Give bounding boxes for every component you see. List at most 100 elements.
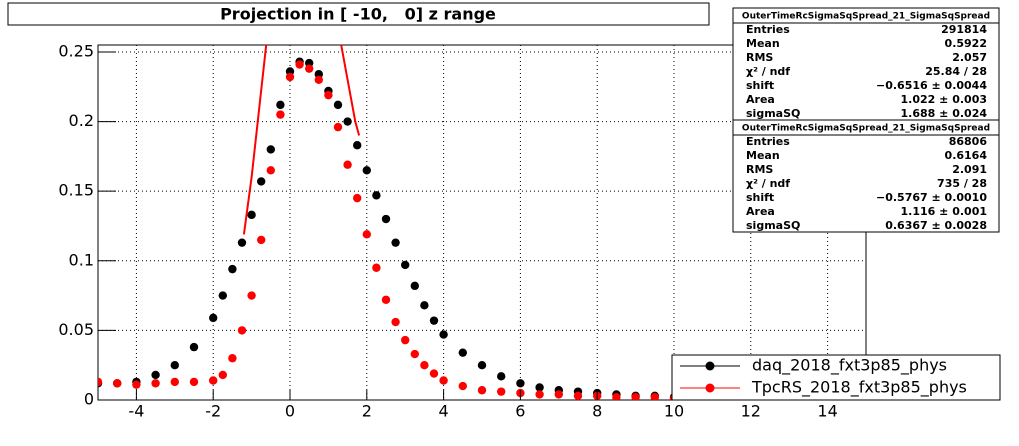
- data-point: [189, 377, 199, 387]
- legend-label: TpcRS_2018_fxt3p85_phys: [751, 378, 967, 398]
- y-tick-label: 0.2: [69, 111, 94, 130]
- data-point: [353, 193, 362, 203]
- y-tick-label: 0.15: [58, 181, 94, 200]
- data-point: [516, 379, 525, 388]
- data-point: [535, 383, 544, 392]
- data-point: [353, 141, 362, 150]
- x-tick-label: -4: [128, 402, 144, 421]
- data-point: [247, 210, 256, 220]
- stat-label: Area: [746, 93, 775, 106]
- stat-value: 291814: [941, 23, 987, 36]
- stat-label: Area: [746, 205, 775, 218]
- data-point: [439, 376, 448, 385]
- stat-title: OuterTimeRcSigmaSqSpread_21_SigmaSqSprea…: [742, 12, 990, 22]
- data-point: [343, 117, 352, 126]
- data-point: [381, 214, 391, 224]
- stat-label: sigmaSQ: [746, 107, 800, 120]
- data-point: [497, 372, 506, 381]
- x-tick-label: -2: [205, 402, 221, 421]
- stat-box: [732, 119, 1000, 233]
- data-point: [391, 238, 400, 247]
- x-tick-label: 10: [664, 402, 684, 421]
- data-point: [266, 145, 275, 154]
- stat-title: OuterTimeRcSigmaSqSpread_21_SigmaSqSprea…: [742, 124, 990, 134]
- stat-label: χ² / ndf: [746, 177, 790, 190]
- data-point: [285, 72, 295, 82]
- x-tick-label: 0: [285, 402, 295, 421]
- stat-value: 2.091: [952, 163, 987, 176]
- data-point: [237, 326, 247, 335]
- stat-label: RMS: [746, 163, 773, 176]
- data-point: [98, 377, 103, 387]
- data-point: [362, 230, 371, 239]
- data-point: [151, 379, 160, 388]
- stat-label: shift: [746, 191, 774, 204]
- data-point: [314, 75, 323, 85]
- data-point: [420, 360, 429, 370]
- stat-label: Entries: [746, 23, 790, 36]
- x-tick-label: 2: [362, 402, 372, 421]
- data-point: [458, 348, 467, 357]
- data-point: [650, 393, 659, 400]
- stat-value: 1.022 ± 0.003: [901, 93, 987, 106]
- x-tick-label: 14: [817, 402, 837, 421]
- data-point: [554, 390, 563, 399]
- data-point: [228, 264, 237, 274]
- data-point: [420, 301, 429, 310]
- data-point: [429, 316, 439, 325]
- data-point: [257, 177, 266, 186]
- data-point: [276, 100, 285, 110]
- y-tick-label: 0.1: [69, 250, 94, 269]
- y-tick-label: 0.05: [58, 320, 94, 339]
- data-point: [257, 235, 266, 245]
- data-point: [266, 166, 275, 175]
- data-point: [535, 390, 544, 399]
- data-point: [372, 191, 381, 200]
- y-tick-label: 0.25: [58, 41, 94, 60]
- data-point: [477, 360, 487, 370]
- stat-label: Mean: [746, 37, 780, 50]
- data-point: [237, 238, 247, 247]
- data-point: [343, 160, 352, 169]
- stat-value: 1.116 ± 0.001: [901, 205, 987, 218]
- stat-value: −0.5767 ± 0.0010: [876, 191, 987, 204]
- fit-curve: [242, 45, 361, 235]
- x-tick-label: 12: [741, 402, 761, 421]
- stat-label: shift: [746, 79, 774, 92]
- data-point: [209, 313, 218, 323]
- data-point: [631, 393, 640, 400]
- stat-value: 2.057: [952, 51, 987, 64]
- stat-label: Mean: [746, 149, 780, 162]
- legend-label: daq_2018_fxt3p85_phys: [752, 356, 947, 376]
- data-point: [276, 110, 285, 119]
- data-point: [410, 281, 419, 291]
- stat-label: sigmaSQ: [746, 219, 800, 232]
- stat-value: 25.84 / 28: [925, 65, 987, 78]
- stat-label: RMS: [746, 51, 773, 64]
- data-point: [429, 369, 439, 378]
- data-point: [410, 349, 419, 359]
- stat-value: −0.6516 ± 0.0044: [876, 79, 987, 92]
- data-point: [170, 377, 179, 387]
- stat-value: 0.6164: [945, 149, 988, 162]
- data-point: [333, 122, 343, 132]
- stat-value: 0.5922: [945, 37, 987, 50]
- legend-box: [671, 354, 1001, 401]
- data-point: [113, 379, 122, 388]
- data-point: [573, 391, 583, 400]
- data-point: [209, 376, 218, 385]
- data-point: [391, 317, 400, 327]
- data-point: [305, 64, 314, 73]
- data-point: [333, 100, 343, 110]
- data-point: [324, 90, 333, 100]
- x-tick-label: 8: [592, 402, 602, 421]
- stat-label: χ² / ndf: [746, 65, 790, 78]
- y-tick-label: 0: [84, 390, 94, 409]
- data-point: [189, 342, 199, 352]
- data-point: [381, 295, 391, 304]
- data-point: [612, 393, 621, 400]
- data-point: [439, 330, 448, 339]
- legend-marker: [705, 361, 715, 371]
- data-point: [477, 386, 487, 395]
